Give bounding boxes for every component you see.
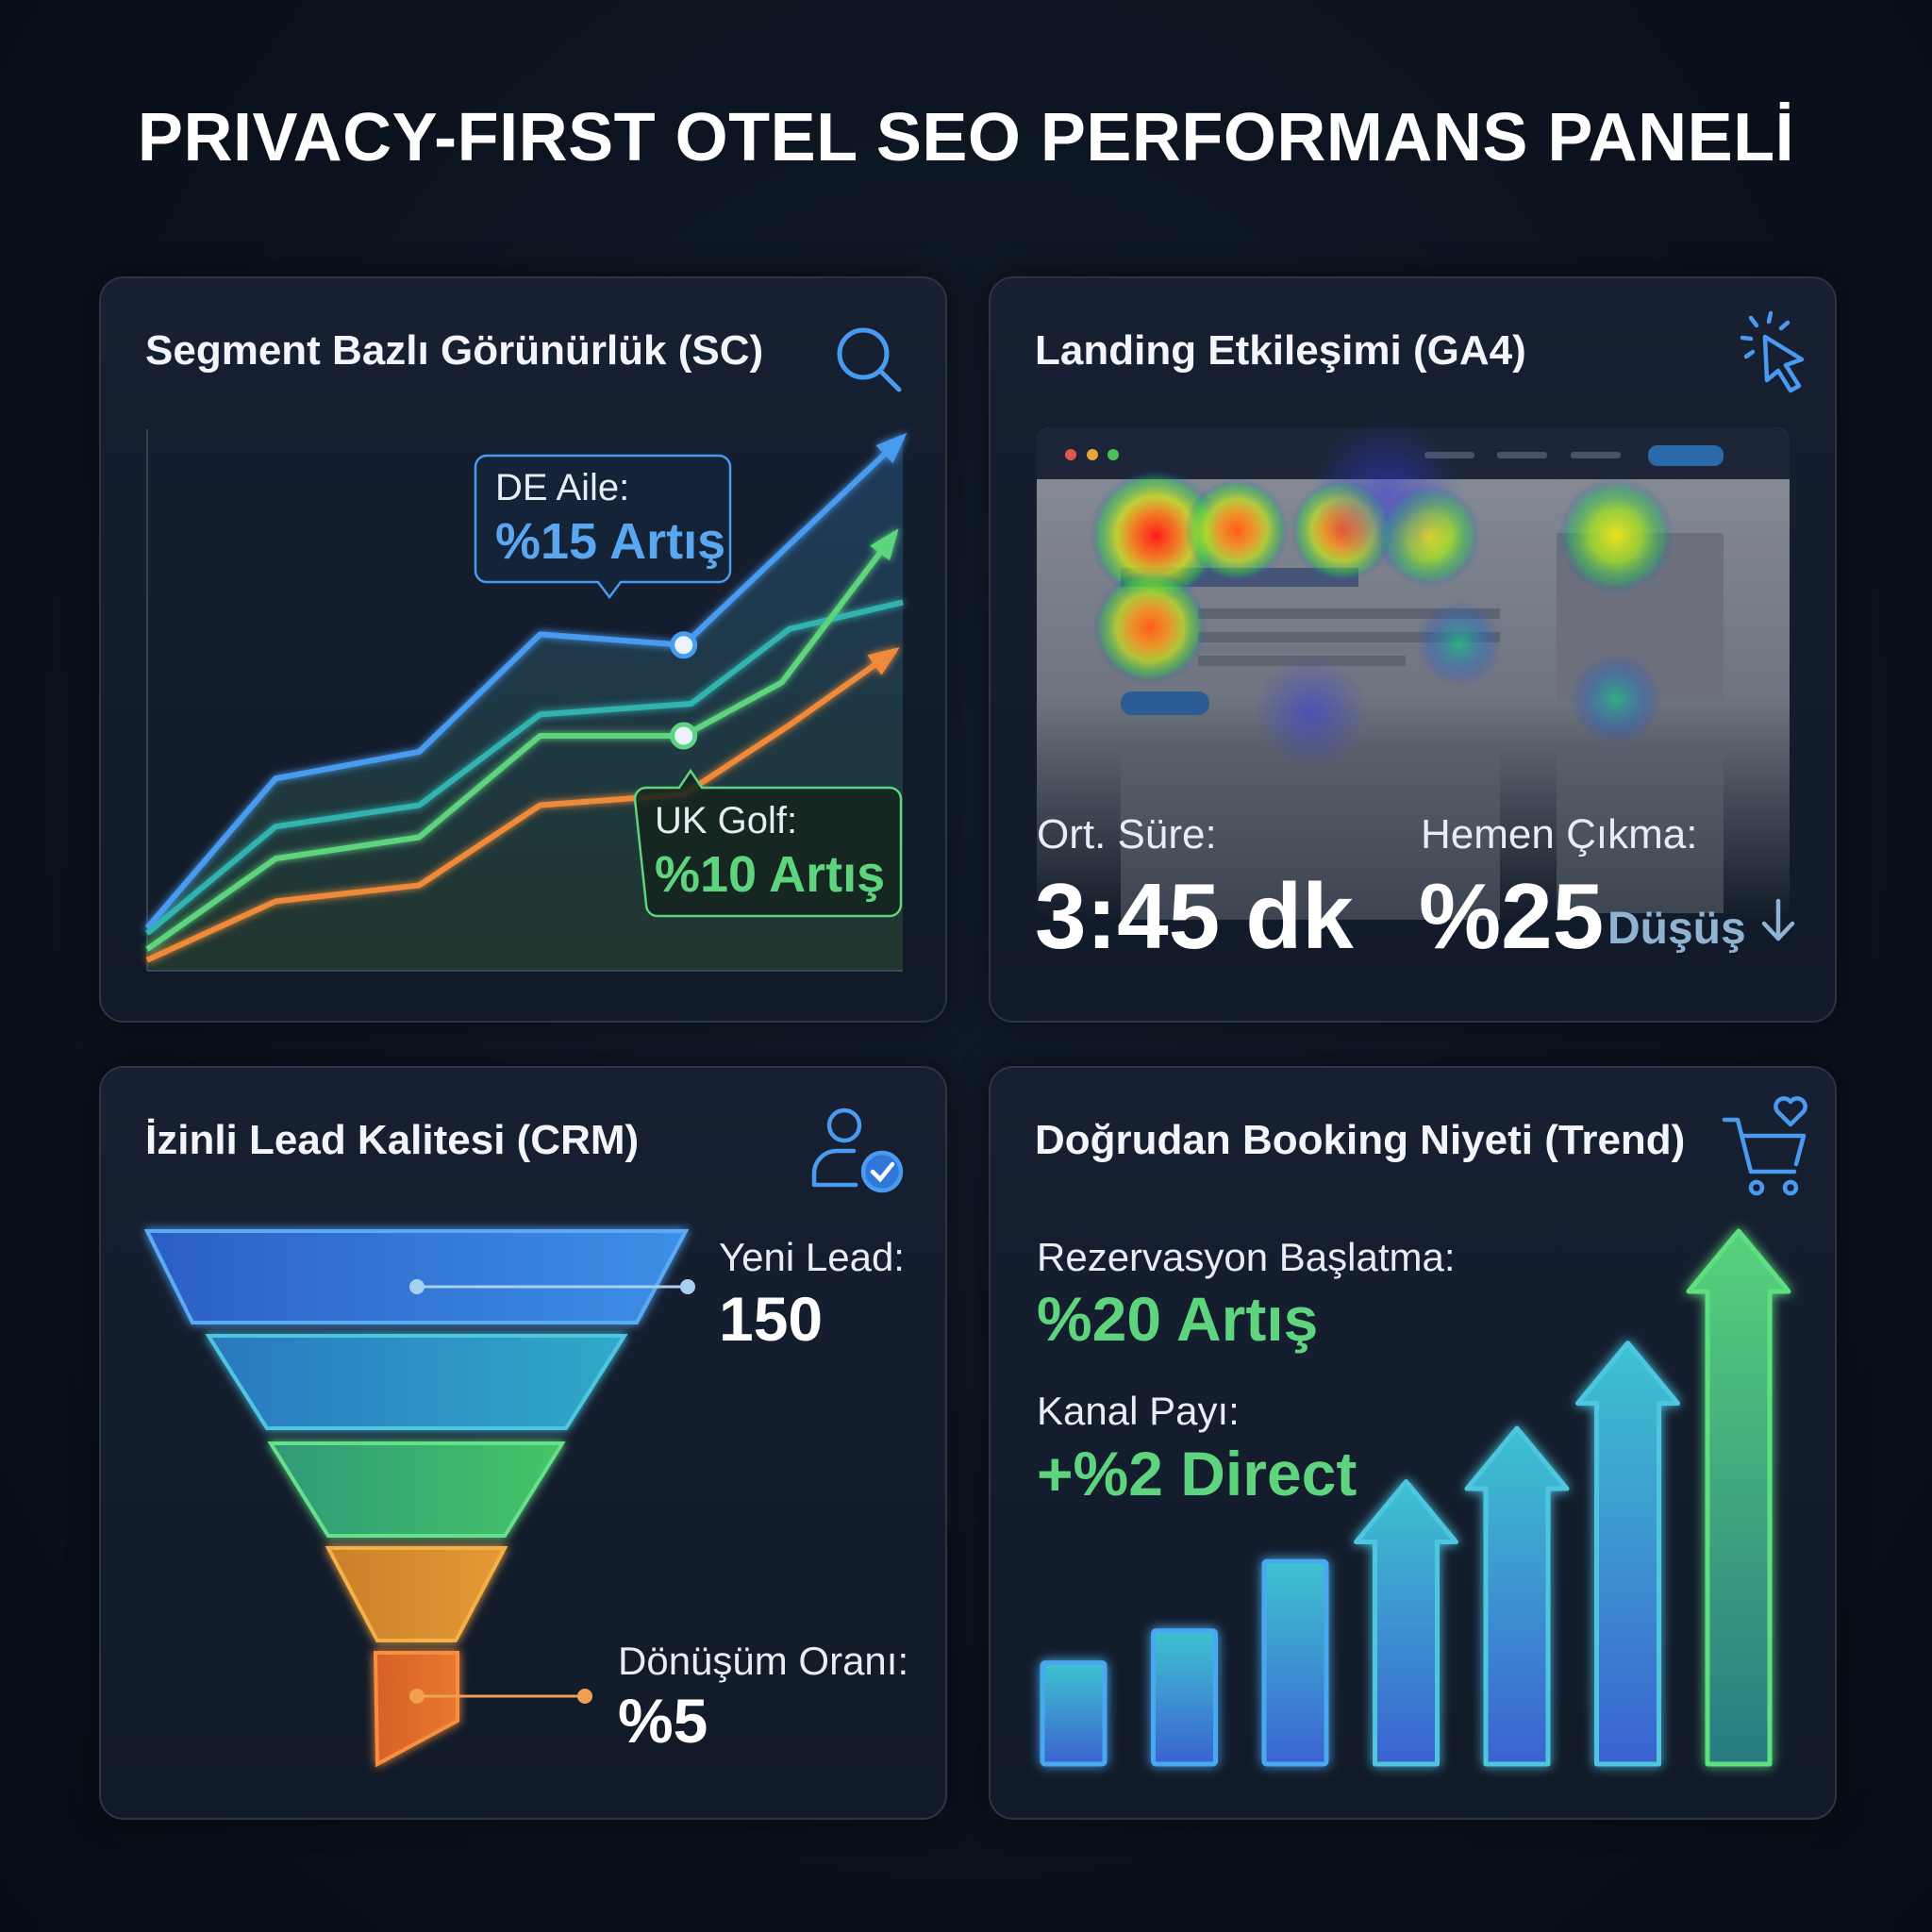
heatmap-overlay xyxy=(1090,420,1674,769)
heatmap-hotspot xyxy=(1093,571,1207,684)
window-close-dot xyxy=(1065,449,1076,460)
landing-title: Landing Etkileşimi (GA4) xyxy=(1035,327,1526,374)
line-series-uk-golf xyxy=(145,531,898,952)
arrow-down-icon xyxy=(1761,898,1795,941)
line-arrowhead xyxy=(870,528,899,561)
new-lead-leader-line xyxy=(409,1279,695,1294)
leads-title: İzinli Lead Kalitesi (CRM) xyxy=(145,1117,640,1163)
callout-uk-golf-value: %10 Artış xyxy=(655,846,886,903)
conversion-leader-line xyxy=(409,1689,592,1704)
callout-de-aile-label: DE Aile: xyxy=(495,467,630,508)
funnel-stage-3 xyxy=(267,1441,566,1538)
bounce-change: Düşüş xyxy=(1607,904,1746,954)
booking-bar-chart xyxy=(1040,1096,1807,1767)
browser-cta-button xyxy=(1648,445,1724,466)
trend-arrow-bar xyxy=(1686,1228,1791,1767)
lead-funnel xyxy=(143,1108,904,1768)
landing-panel: Landing Etkileşimi (GA4) Ort. Süre: 3:45… xyxy=(989,276,1837,1023)
heatmap-hotspot xyxy=(1185,478,1289,582)
heatmap-hotspot xyxy=(1090,470,1222,602)
highlight-point[interactable] xyxy=(670,631,698,659)
funnel-stage-1 xyxy=(143,1229,690,1324)
highlight-point[interactable] xyxy=(670,722,698,750)
line-series-1 xyxy=(145,599,904,936)
conversion-label: Dönüşüm Oranı: xyxy=(618,1639,909,1683)
callout-de-aile-value: %15 Artış xyxy=(495,513,726,570)
booking-panel: Doğrudan Booking Niyeti (Trend) Rezervas… xyxy=(989,1066,1837,1820)
bounce-label: Hemen Çıkma: xyxy=(1421,811,1698,858)
leads-panel: İzinli Lead Kalitesi (CRM) Yeni Lead: 15… xyxy=(99,1066,947,1820)
line-arrowhead xyxy=(867,646,900,675)
cursor-click-icon[interactable] xyxy=(1740,310,1805,393)
trend-arrow-bar xyxy=(1575,1341,1680,1767)
page-title: PRIVACY-FIRST OTEL SEO PERFORMANS PANELİ xyxy=(137,100,1795,175)
booking-title: Doğrudan Booking Niyeti (Trend) xyxy=(1035,1117,1686,1163)
window-minimize-dot xyxy=(1087,449,1098,460)
funnel-stage-4 xyxy=(325,1546,508,1642)
window-maximize-dot xyxy=(1108,449,1119,460)
funnel-stage-5 xyxy=(373,1651,459,1768)
trend-bar xyxy=(1261,1558,1329,1767)
new-lead-value: 150 xyxy=(719,1284,824,1354)
trend-bar xyxy=(1040,1660,1108,1767)
line-series-3 xyxy=(145,647,897,963)
new-lead-label: Yeni Lead: xyxy=(719,1235,905,1279)
visibility-panel: Segment Bazlı Görünürlük (SC) DE Aile: %… xyxy=(99,276,947,1023)
heatmap-hotspot xyxy=(1255,656,1368,769)
avg-time-label: Ort. Süre: xyxy=(1037,811,1217,858)
visibility-title: Segment Bazlı Görünürlük (SC) xyxy=(145,327,764,374)
heatmap-hotspot xyxy=(1571,654,1661,744)
channel-share-label: Kanal Payı: xyxy=(1037,1389,1240,1433)
conversion-value: %5 xyxy=(618,1686,708,1756)
heatmap-hotspot xyxy=(1311,420,1462,571)
reservation-start-label: Rezervasyon Başlatma: xyxy=(1037,1235,1456,1279)
trend-arrow-bar xyxy=(1354,1479,1458,1767)
search-icon[interactable] xyxy=(837,327,902,392)
avg-time-value: 3:45 dk xyxy=(1035,864,1354,968)
visibility-line-chart xyxy=(144,327,908,972)
channel-share-value: +%2 Direct xyxy=(1037,1439,1357,1508)
line-arrowhead xyxy=(875,432,908,464)
trend-arrow-bar xyxy=(1464,1425,1570,1767)
callout-de-aile xyxy=(474,454,732,600)
reservation-start-value: %20 Artış xyxy=(1037,1284,1319,1354)
trend-bar xyxy=(1151,1628,1218,1767)
callout-uk-golf xyxy=(633,768,903,918)
line-series-de-aile xyxy=(144,434,906,930)
heatmap-hotspot xyxy=(1557,477,1674,594)
heatmap xyxy=(1037,310,1805,941)
bounce-value: %25 xyxy=(1419,864,1605,968)
cart-heart-icon[interactable] xyxy=(1722,1096,1807,1196)
funnel-stage-2 xyxy=(205,1334,628,1430)
heatmap-hotspot xyxy=(1417,601,1502,686)
callout-uk-golf-label: UK Golf: xyxy=(655,800,798,841)
user-check-icon[interactable] xyxy=(811,1108,904,1193)
